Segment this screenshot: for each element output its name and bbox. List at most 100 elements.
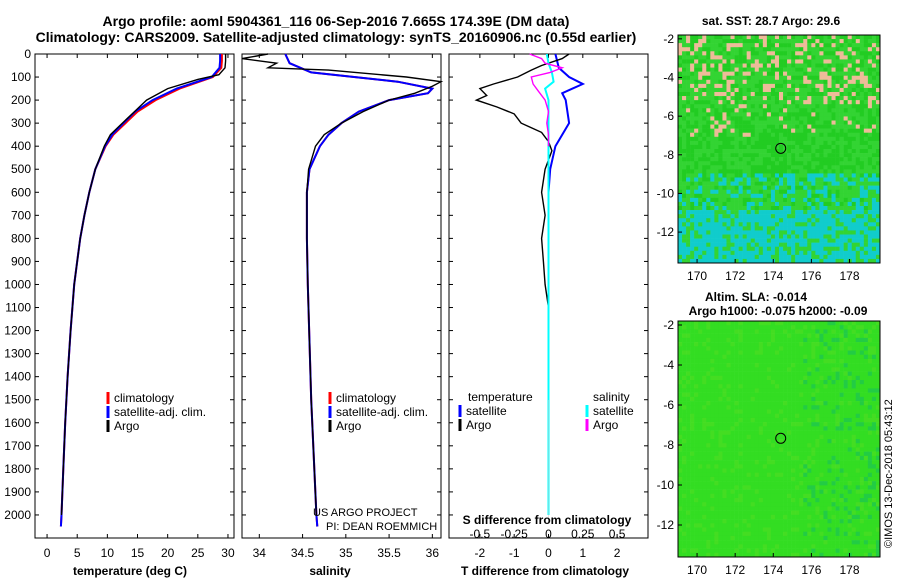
map-cell (807, 246, 812, 252)
map-cell (823, 342, 828, 347)
map-cell (754, 201, 760, 207)
map-cell (831, 371, 836, 377)
map-cell (835, 210, 840, 215)
map-cell (718, 201, 723, 207)
map-cell (815, 468, 820, 474)
map-cell (835, 177, 840, 182)
map-cell (738, 128, 743, 134)
map-cell (831, 258, 836, 264)
map-cell (827, 367, 832, 372)
map-cell (839, 153, 844, 158)
map-cell (698, 181, 703, 186)
map-cell (710, 258, 715, 264)
map-cell (746, 250, 752, 256)
map-cell (742, 193, 747, 199)
map-cell (770, 455, 776, 461)
map-cell (847, 333, 853, 339)
map-cell (803, 350, 808, 356)
map-cell (766, 234, 772, 239)
map-cell (791, 153, 796, 158)
map-cell (819, 71, 824, 77)
map-cell (815, 413, 820, 419)
map-cell (706, 169, 711, 174)
map-cell (710, 67, 715, 72)
map-cell (702, 321, 707, 326)
map-cell (831, 367, 836, 372)
map-cell (807, 242, 812, 248)
map-cell (807, 417, 812, 423)
map-cell (726, 132, 731, 138)
map-cell (843, 87, 848, 93)
map-cell (863, 434, 869, 440)
map-cell (714, 337, 719, 343)
map-cell (779, 396, 784, 402)
map-cell (851, 177, 857, 182)
map-cell (766, 92, 772, 97)
map-cell (855, 92, 861, 97)
map-cell (766, 342, 772, 347)
map-cell (819, 100, 824, 105)
map-cell (831, 112, 836, 117)
map-cell (686, 358, 691, 364)
map-cell (799, 108, 804, 113)
map-cell (710, 422, 715, 427)
map-cell (803, 258, 808, 264)
map-cell (795, 140, 800, 146)
map-cell (686, 39, 691, 44)
map-cell (702, 92, 707, 97)
map-cell (686, 71, 691, 77)
map-cell (698, 321, 703, 326)
map-cell (835, 325, 840, 330)
map-cell (774, 329, 780, 334)
map-cell (694, 136, 699, 142)
map-cell (839, 144, 844, 150)
map-cell (835, 350, 840, 356)
map-cell (766, 226, 772, 231)
map-cell (738, 51, 743, 56)
map-cell (762, 201, 768, 207)
map-cell (722, 422, 727, 427)
map-cell (871, 413, 877, 419)
map-cell (738, 197, 743, 203)
map-cell (758, 120, 764, 125)
map-cell (847, 116, 853, 121)
map-cell (795, 388, 800, 393)
map-cell (758, 439, 764, 444)
map-cell (779, 43, 784, 48)
map-cell (686, 43, 691, 48)
map-cell (859, 447, 865, 452)
map-cell (795, 226, 800, 231)
map-cell (682, 460, 687, 465)
map-cell (831, 405, 836, 410)
map-cell (867, 434, 873, 440)
map-cell (682, 371, 687, 377)
map-cell (779, 63, 784, 68)
map-cell (750, 443, 756, 448)
map-cell (710, 329, 715, 334)
map-cell (783, 43, 788, 48)
map-cell (678, 67, 683, 72)
map-cell (690, 132, 695, 138)
map-cell (702, 380, 707, 385)
map-cell (819, 75, 824, 81)
map-cell (714, 201, 719, 207)
map-cell (851, 128, 857, 134)
map-cell (811, 337, 816, 343)
map-cell (863, 214, 869, 219)
map-cell (774, 464, 780, 469)
map-cell (698, 218, 703, 223)
map-cell (694, 67, 699, 72)
map-cell (758, 55, 764, 60)
map-cell (859, 434, 865, 440)
map-cell (803, 367, 808, 372)
map-cell (803, 55, 808, 60)
map-cell (722, 79, 727, 85)
map-cell (799, 59, 804, 64)
map-cell (847, 371, 853, 377)
map-cell (750, 230, 756, 235)
map-cell (702, 358, 707, 364)
map-cell (718, 132, 723, 138)
map-cell (795, 201, 800, 207)
map-cell (686, 238, 691, 243)
map-cell (795, 214, 800, 219)
